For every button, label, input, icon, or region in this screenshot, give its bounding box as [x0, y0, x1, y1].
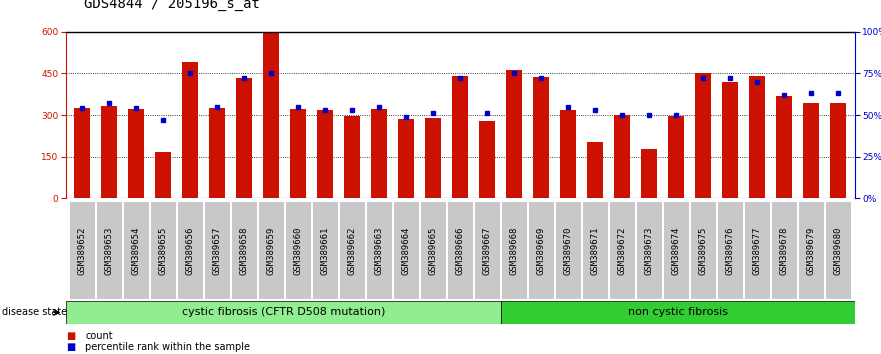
Bar [507, 70, 522, 198]
Bar [232, 202, 256, 299]
Text: cystic fibrosis (CFTR D508 mutation): cystic fibrosis (CFTR D508 mutation) [181, 307, 385, 318]
Bar [745, 202, 770, 299]
Bar [583, 202, 608, 299]
Bar [691, 202, 715, 299]
Bar [826, 202, 851, 299]
Text: GSM389661: GSM389661 [321, 226, 329, 275]
Bar [426, 118, 441, 198]
Text: GSM389656: GSM389656 [186, 226, 195, 275]
Bar [74, 108, 91, 198]
Bar [722, 82, 738, 198]
Bar [718, 202, 743, 299]
Text: GSM389666: GSM389666 [455, 226, 465, 275]
Bar [285, 202, 311, 299]
Bar [776, 96, 793, 198]
Bar [66, 301, 501, 324]
Bar [772, 202, 796, 299]
Bar [394, 202, 418, 299]
Bar [182, 62, 198, 198]
Bar [588, 142, 603, 198]
Text: GSM389659: GSM389659 [267, 226, 276, 275]
Text: GSM389667: GSM389667 [483, 226, 492, 275]
Text: GSM389671: GSM389671 [591, 226, 600, 275]
Bar [641, 149, 657, 198]
Text: GSM389662: GSM389662 [348, 226, 357, 275]
Bar [317, 110, 333, 198]
Bar [209, 108, 226, 198]
Bar [637, 202, 662, 299]
Bar [448, 202, 473, 299]
Bar [533, 77, 550, 198]
Text: non cystic fibrosis: non cystic fibrosis [628, 307, 728, 318]
Text: GSM389652: GSM389652 [78, 226, 86, 275]
Text: GSM389675: GSM389675 [699, 226, 707, 275]
Bar [664, 202, 689, 299]
Bar [155, 153, 172, 198]
Text: GDS4844 / 205196_s_at: GDS4844 / 205196_s_at [84, 0, 260, 11]
Text: ■: ■ [66, 342, 75, 352]
Bar [313, 202, 337, 299]
Text: GSM389677: GSM389677 [753, 226, 762, 275]
Bar [205, 202, 230, 299]
Bar [101, 106, 117, 198]
Bar [556, 202, 581, 299]
Bar [529, 202, 554, 299]
Bar [452, 76, 469, 198]
Text: ■: ■ [66, 331, 75, 341]
Text: GSM389660: GSM389660 [293, 226, 303, 275]
Text: GSM389657: GSM389657 [213, 226, 222, 275]
Text: percentile rank within the sample: percentile rank within the sample [85, 342, 250, 352]
Text: GSM389673: GSM389673 [645, 226, 654, 275]
Text: GSM389663: GSM389663 [374, 226, 384, 275]
Bar [236, 78, 252, 198]
Text: GSM389658: GSM389658 [240, 226, 248, 275]
Bar [151, 202, 175, 299]
Text: GSM389668: GSM389668 [510, 226, 519, 275]
Bar [259, 202, 284, 299]
Bar [749, 76, 766, 198]
Bar [398, 119, 414, 198]
Bar [501, 301, 855, 324]
Bar [124, 202, 149, 299]
Text: GSM389654: GSM389654 [132, 226, 141, 275]
Text: GSM389678: GSM389678 [780, 226, 788, 275]
Bar [803, 103, 819, 198]
Bar [695, 73, 712, 198]
Text: GSM389674: GSM389674 [672, 226, 681, 275]
Bar [669, 116, 685, 198]
Bar [344, 116, 360, 198]
Text: GSM389670: GSM389670 [564, 226, 573, 275]
Bar [502, 202, 527, 299]
Bar [371, 109, 388, 198]
Bar [475, 202, 500, 299]
Text: GSM389655: GSM389655 [159, 226, 167, 275]
Bar [70, 202, 94, 299]
Bar [799, 202, 824, 299]
Text: disease state: disease state [2, 307, 67, 318]
Bar [479, 121, 495, 198]
Bar [614, 115, 631, 198]
Text: GSM389665: GSM389665 [429, 226, 438, 275]
Bar [366, 202, 392, 299]
Bar [560, 110, 576, 198]
Text: GSM389669: GSM389669 [537, 226, 546, 275]
Bar [290, 109, 307, 198]
Text: count: count [85, 331, 113, 341]
Bar [178, 202, 203, 299]
Bar [97, 202, 122, 299]
Bar [340, 202, 365, 299]
Bar [830, 103, 847, 198]
Text: GSM389680: GSM389680 [834, 226, 843, 275]
Bar [421, 202, 446, 299]
Bar [263, 33, 279, 198]
Text: GSM389672: GSM389672 [618, 226, 627, 275]
Bar [128, 109, 144, 198]
Text: GSM389676: GSM389676 [726, 226, 735, 275]
Text: GSM389679: GSM389679 [807, 226, 816, 275]
Text: GSM389664: GSM389664 [402, 226, 411, 275]
Bar [610, 202, 635, 299]
Text: GSM389653: GSM389653 [105, 226, 114, 275]
